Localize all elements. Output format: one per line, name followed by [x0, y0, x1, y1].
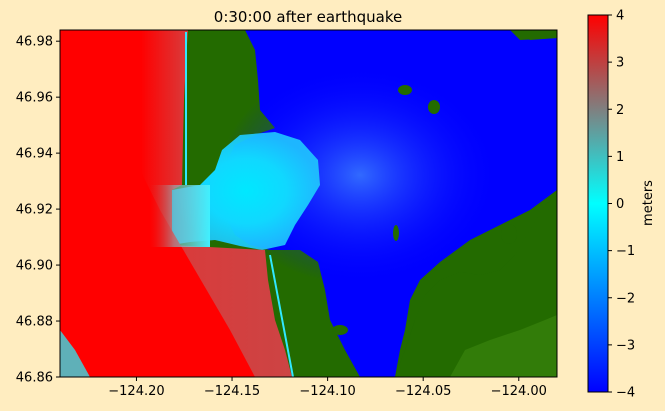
- x-axis: −124.20 −124.15 −124.10 −124.05 −124.00: [108, 377, 547, 399]
- y-tick-label: 46.92: [16, 203, 53, 218]
- inlet-mouth: [150, 185, 210, 247]
- y-tick-label: 46.90: [16, 259, 53, 274]
- corner-cyan: [60, 330, 90, 377]
- colorbar-label: meters: [641, 180, 656, 226]
- y-tick-label: 46.86: [16, 371, 53, 386]
- colorbar-tick-label: 2: [616, 103, 624, 118]
- colorbar-tick-label: 0: [616, 197, 624, 212]
- shore-line: [269, 254, 294, 377]
- y-tick-label: 46.94: [16, 147, 53, 162]
- colorbar-tick-label: 4: [616, 9, 624, 24]
- chart-title: 0:30:00 after earthquake: [214, 8, 402, 26]
- y-axis: 46.86 46.88 46.90 46.92 46.94 46.96 46.98: [16, 35, 60, 386]
- colorbar-tick-label: 1: [616, 150, 624, 165]
- colorbar-tick-label: −4: [616, 386, 635, 401]
- colorbar-tick-label: −1: [616, 244, 635, 259]
- y-tick-label: 46.96: [16, 91, 53, 106]
- x-tick-label: −124.05: [395, 384, 451, 399]
- colorbar: [587, 14, 609, 393]
- colorbar-tick-label: −3: [616, 338, 635, 353]
- island: [332, 325, 348, 335]
- land-north-east: [515, 30, 557, 40]
- heatmap-area: [60, 30, 557, 377]
- wave-front: [60, 30, 255, 377]
- x-tick-label: −124.15: [204, 384, 260, 399]
- y-tick-label: 46.98: [16, 35, 53, 50]
- x-tick-label: −124.20: [108, 384, 164, 399]
- plot-frame: [59, 29, 558, 378]
- x-tick-label: −124.00: [491, 384, 547, 399]
- island: [398, 85, 412, 95]
- island: [501, 224, 517, 244]
- colorbar-tick-label: −2: [616, 291, 635, 306]
- y-tick-label: 46.88: [16, 315, 53, 330]
- island: [428, 100, 440, 114]
- colorbar-axis: −4 −3 −2 −1 0 1 2 3 4: [608, 9, 635, 401]
- island: [393, 225, 399, 241]
- land-hills: [450, 315, 557, 377]
- x-tick-label: −124.10: [299, 384, 355, 399]
- island: [540, 258, 544, 272]
- colorbar-tick-label: 3: [616, 56, 624, 71]
